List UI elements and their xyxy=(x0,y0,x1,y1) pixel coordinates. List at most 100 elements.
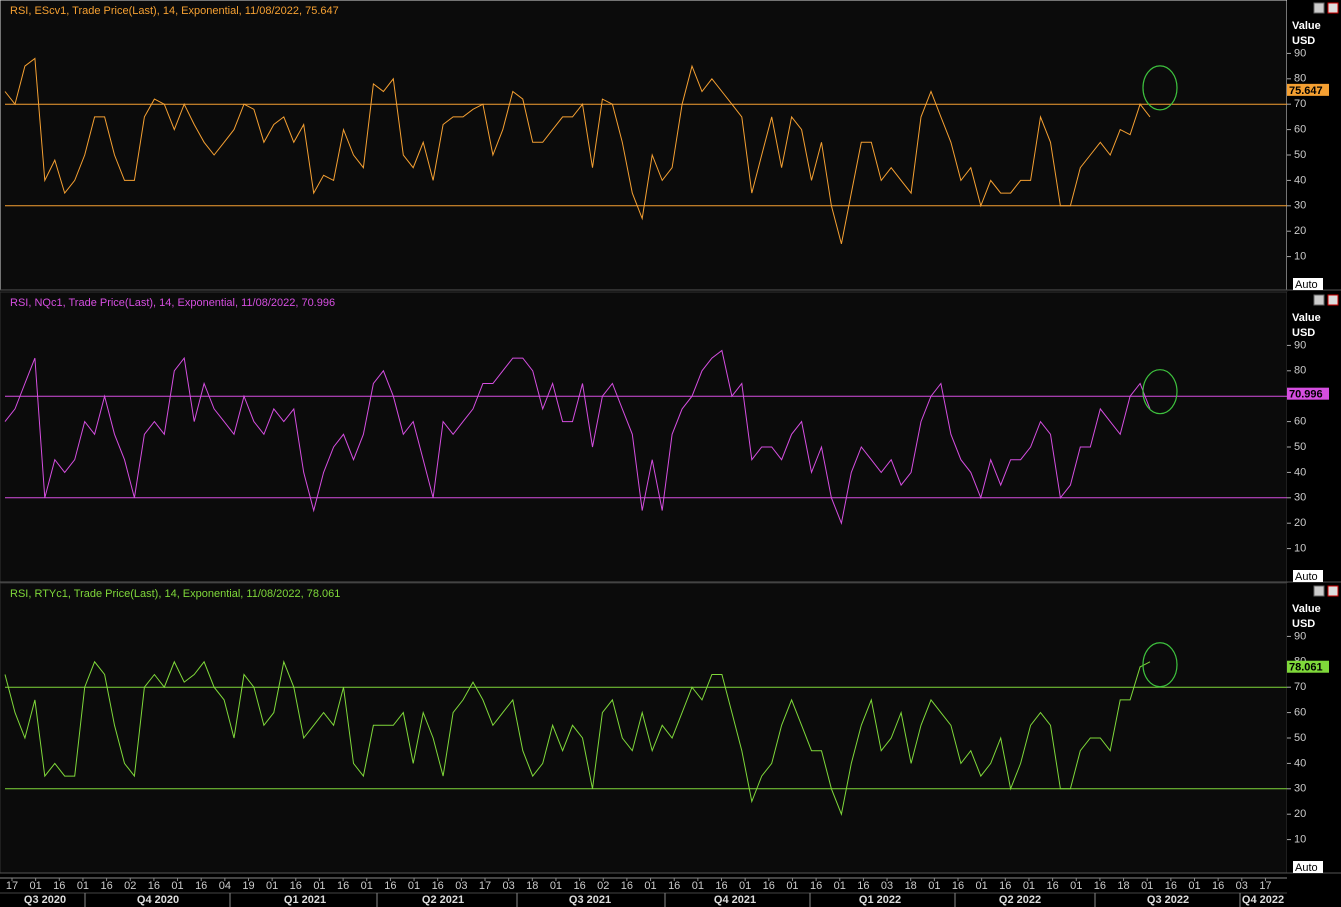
x-tick-label: 18 xyxy=(905,880,917,892)
x-tick-label: 01 xyxy=(408,880,420,892)
x-tick-label: 03 xyxy=(455,880,467,892)
rsi-line xyxy=(4,57,1151,245)
axis-panel xyxy=(1287,0,1341,290)
x-tick-label: 16 xyxy=(668,880,680,892)
auto-button-bg[interactable] xyxy=(1293,861,1323,873)
panel-title: RSI, RTYc1, Trade Price(Last), 14, Expon… xyxy=(10,588,340,600)
close-button[interactable] xyxy=(1327,2,1339,14)
y-tick-label: 80 xyxy=(1294,73,1306,85)
x-tick-label: 16 xyxy=(1165,880,1177,892)
x-tick-label: 16 xyxy=(100,880,112,892)
rsi-line xyxy=(4,660,1151,816)
y-tick-label: 90 xyxy=(1294,47,1306,59)
y-tick-label: 40 xyxy=(1294,466,1306,478)
x-tick-label: 01 xyxy=(77,880,89,892)
x-tick-label: 03 xyxy=(1236,880,1248,892)
x-tick-label: 01 xyxy=(361,880,373,892)
x-tick-label: 16 xyxy=(763,880,775,892)
x-tick-label: 16 xyxy=(432,880,444,892)
x-tick-label: 01 xyxy=(1141,880,1153,892)
y-tick-label: 40 xyxy=(1294,174,1306,186)
annotation-circle xyxy=(1142,642,1178,688)
x-tick-label: 01 xyxy=(786,880,798,892)
quarter-label: Q4 2021 xyxy=(714,894,756,906)
x-tick-label: 17 xyxy=(1259,880,1271,892)
panel-title: RSI, NQc1, Trade Price(Last), 14, Expone… xyxy=(10,297,335,309)
x-tick-label: 18 xyxy=(1117,880,1129,892)
quarter-label: Q4 2020 xyxy=(137,894,179,906)
x-tick-label: 01 xyxy=(644,880,656,892)
last-value-badge xyxy=(1287,83,1329,96)
x-tick-label: 01 xyxy=(313,880,325,892)
x-tick-label: 16 xyxy=(384,880,396,892)
y-tick-label: 50 xyxy=(1294,441,1306,453)
auto-button[interactable]: Auto xyxy=(1295,571,1318,583)
x-tick-label: 01 xyxy=(171,880,183,892)
restore-button[interactable] xyxy=(1313,2,1325,14)
restore-button[interactable] xyxy=(1313,585,1325,597)
quarter-label: Q2 2022 xyxy=(999,894,1041,906)
quarter-label: Q1 2021 xyxy=(284,894,326,906)
panel xyxy=(0,0,1288,291)
x-tick-label: 02 xyxy=(597,880,609,892)
x-tick-label: 01 xyxy=(1188,880,1200,892)
x-tick-label: 16 xyxy=(573,880,585,892)
quarter-label: Q1 2022 xyxy=(859,894,901,906)
close-button[interactable] xyxy=(1327,294,1339,306)
axis-label: Value xyxy=(1292,312,1321,324)
x-tick-label: 16 xyxy=(715,880,727,892)
x-tick-label: 16 xyxy=(1046,880,1058,892)
y-tick-label: 60 xyxy=(1294,124,1306,136)
annotation-circle xyxy=(1142,369,1178,415)
y-tick-label: 20 xyxy=(1294,808,1306,820)
quarter-label: Q3 2021 xyxy=(569,894,611,906)
x-tick-label: 16 xyxy=(53,880,65,892)
auto-button-bg[interactable] xyxy=(1293,278,1323,290)
last-value-label: 70.996 xyxy=(1289,389,1323,401)
x-tick-label: 16 xyxy=(952,880,964,892)
x-tick-label: 01 xyxy=(30,880,42,892)
panel xyxy=(0,582,1288,874)
panel-title: RSI, EScv1, Trade Price(Last), 14, Expon… xyxy=(10,5,339,17)
last-value-badge xyxy=(1287,387,1329,400)
y-tick-label: 50 xyxy=(1294,732,1306,744)
annotation-circle xyxy=(1142,65,1178,111)
auto-button[interactable]: Auto xyxy=(1295,862,1318,874)
axis-panel xyxy=(1287,583,1341,873)
auto-button[interactable]: Auto xyxy=(1295,279,1318,291)
y-tick-label: 70 xyxy=(1294,98,1306,110)
x-tick-label: 01 xyxy=(266,880,278,892)
restore-button[interactable] xyxy=(1313,294,1325,306)
last-value-label: 78.061 xyxy=(1289,662,1323,674)
axis-unit: USD xyxy=(1292,618,1315,630)
axis-label: Value xyxy=(1292,20,1321,32)
y-tick-label: 60 xyxy=(1294,416,1306,428)
y-tick-label: 90 xyxy=(1294,339,1306,351)
x-tick-label: 01 xyxy=(834,880,846,892)
x-tick-label: 16 xyxy=(1094,880,1106,892)
y-tick-label: 10 xyxy=(1294,251,1306,263)
y-tick-label: 10 xyxy=(1294,834,1306,846)
x-tick-label: 16 xyxy=(810,880,822,892)
quarter-label: Q3 2022 xyxy=(1147,894,1189,906)
axis-unit: USD xyxy=(1292,35,1315,47)
quarter-label: Q2 2021 xyxy=(422,894,464,906)
x-tick-label: 01 xyxy=(1070,880,1082,892)
x-tick-label: 16 xyxy=(195,880,207,892)
close-button[interactable] xyxy=(1327,585,1339,597)
x-tick-label: 19 xyxy=(242,880,254,892)
last-value-badge xyxy=(1287,660,1329,673)
x-tick-label: 16 xyxy=(290,880,302,892)
auto-button-bg[interactable] xyxy=(1293,570,1323,582)
x-tick-label: 16 xyxy=(337,880,349,892)
x-tick-label: 01 xyxy=(1023,880,1035,892)
x-tick-label: 18 xyxy=(526,880,538,892)
x-tick-label: 01 xyxy=(928,880,940,892)
axis-panel xyxy=(1287,292,1341,582)
y-tick-label: 30 xyxy=(1294,492,1306,504)
y-tick-label: 30 xyxy=(1294,200,1306,212)
x-tick-label: 04 xyxy=(219,880,231,892)
y-tick-label: 40 xyxy=(1294,757,1306,769)
y-tick-label: 60 xyxy=(1294,707,1306,719)
x-tick-label: 03 xyxy=(503,880,515,892)
